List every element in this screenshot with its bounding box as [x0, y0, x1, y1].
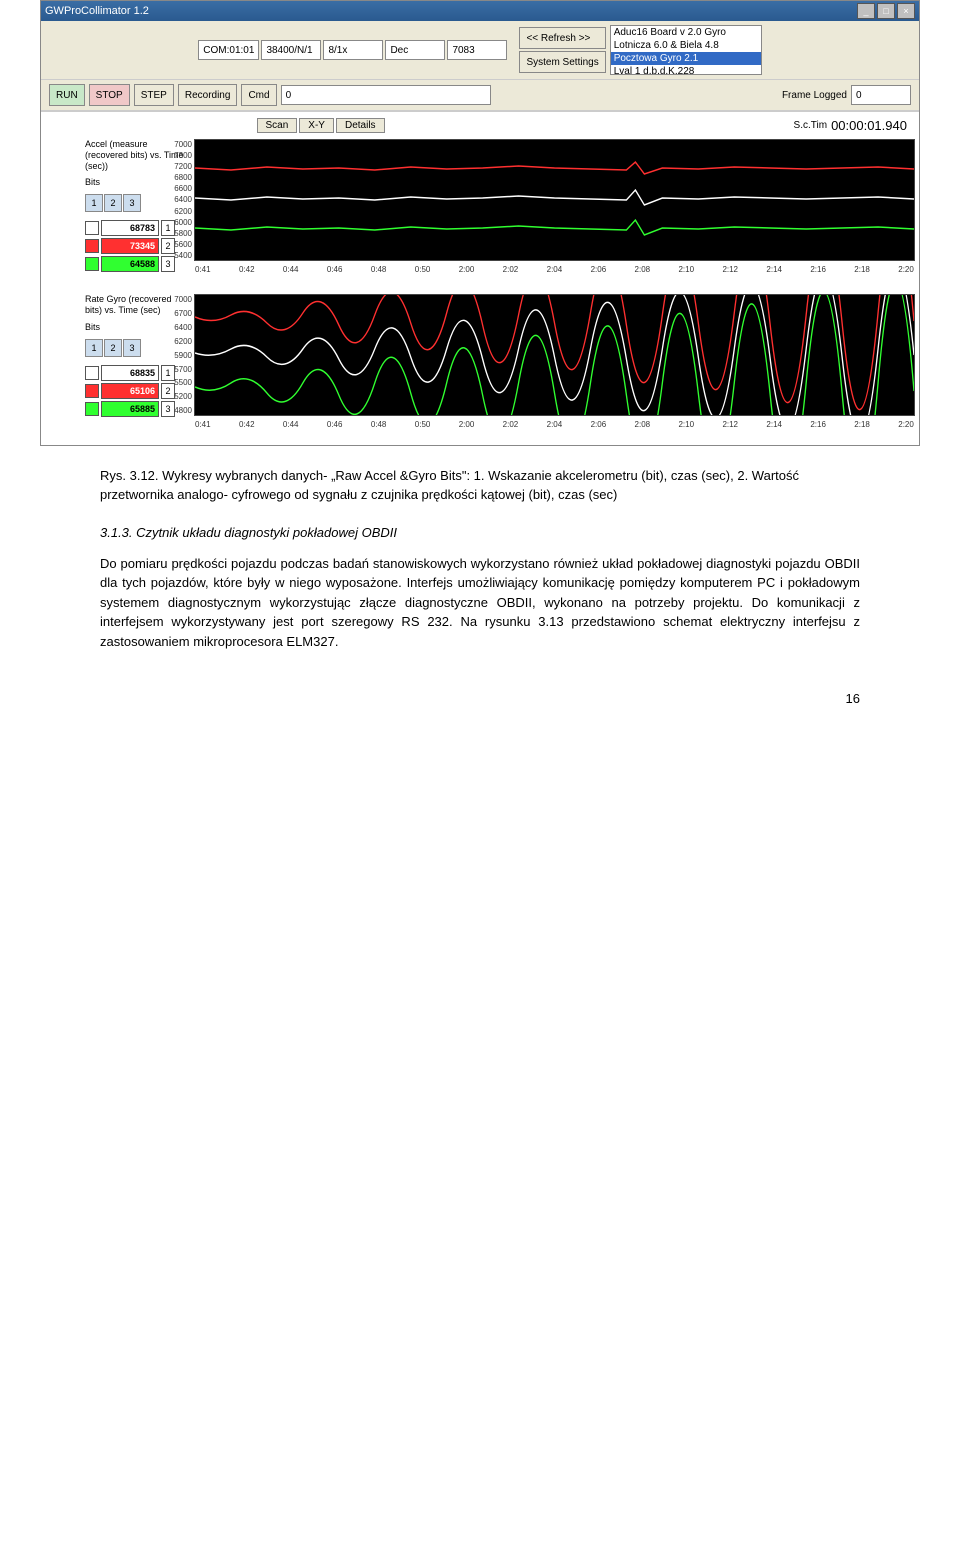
color-swatch-white — [85, 221, 99, 235]
frame-logged-value: 0 — [851, 85, 911, 105]
settings-button[interactable]: System Settings — [519, 51, 605, 73]
chan-btn-2[interactable]: 2 — [104, 339, 122, 357]
body-paragraph: Do pomiaru prędkości pojazdu podczas bad… — [100, 554, 860, 652]
titlebar: GWProCollimator 1.2 _ □ × — [41, 1, 919, 21]
section-heading: 3.1.3. Czytnik układu diagnostyki pokład… — [100, 525, 860, 540]
color-swatch-white — [85, 366, 99, 380]
minimize-button[interactable]: _ — [857, 3, 875, 19]
refresh-button[interactable]: << Refresh >> — [519, 27, 605, 49]
maximize-button[interactable]: □ — [877, 3, 895, 19]
color-swatch-red — [85, 239, 99, 253]
chart-2: 2. Rate Gyro (recovered bits) vs. Time (… — [85, 294, 915, 418]
list-item-selected[interactable]: Pocztowa Gyro 2.1 — [611, 52, 761, 65]
chart-2-yaxis: 700067006400620059005700550052004800 — [160, 295, 192, 415]
cmd-input[interactable]: 0 — [281, 85, 491, 105]
control-row: RUN STOP STEP Recording Cmd 0 Frame Logg… — [41, 79, 919, 111]
app-window: GWProCollimator 1.2 _ □ × COM:01:01 3840… — [40, 0, 920, 446]
run-button[interactable]: RUN — [49, 84, 85, 106]
chan-btn-2[interactable]: 2 — [104, 194, 122, 212]
list-item[interactable]: Lval 1 d.b.d.K.228 — [611, 65, 761, 75]
page-number: 16 — [100, 691, 860, 706]
value-3: 64588 — [101, 256, 159, 272]
step-button[interactable]: STEP — [134, 84, 174, 106]
cmd-button[interactable]: Cmd — [241, 84, 276, 106]
value-1: 68835 — [101, 365, 159, 381]
chart-2-plot: 700067006400620059005700550052004800 0:4… — [194, 294, 915, 416]
color-swatch-green — [85, 257, 99, 271]
list-item[interactable]: Aduc16 Board v 2.0 Gyro — [611, 26, 761, 39]
tab-scan[interactable]: Scan — [257, 118, 298, 133]
window-title: GWProCollimator 1.2 — [45, 5, 149, 17]
value-2: 65106 — [101, 383, 159, 399]
chan-btn-1[interactable]: 1 — [85, 194, 103, 212]
chart-1-xaxis: 0:410:420:440:460:480:502:002:022:042:06… — [195, 265, 914, 274]
chan-btn-3[interactable]: 3 — [123, 194, 141, 212]
main-area: Scan X-Y Details S.c.Tim 00:00:01.940 1.… — [41, 111, 919, 445]
frame-logged-label: Frame Logged — [782, 90, 847, 101]
toolbar-top: COM:01:01 38400/N/1 8/1x Dec 7083 << Ref… — [41, 21, 919, 79]
chart-1-svg — [195, 140, 914, 260]
chan-btn-3[interactable]: 3 — [123, 339, 141, 357]
tab-row: Scan X-Y Details S.c.Tim 00:00:01.940 — [45, 116, 915, 135]
figure-caption: Rys. 3.12. Wykresy wybranych danych- „Ra… — [100, 466, 860, 505]
time-value: 00:00:01.940 — [831, 118, 907, 133]
value-3: 65885 — [101, 401, 159, 417]
fmt-field[interactable]: Dec — [385, 40, 445, 60]
chart-2-svg — [195, 295, 914, 415]
time-label: S.c.Tim — [794, 120, 828, 131]
chart-1: 1. Accel (measure (recovered bits) vs. T… — [85, 139, 915, 274]
mult-field[interactable]: 8/1x — [323, 40, 383, 60]
baud-field[interactable]: 38400/N/1 — [261, 40, 321, 60]
chart-1-yaxis: 7000730072006800660064006200600058005600… — [160, 140, 192, 260]
chart-1-plot: 7000730072006800660064006200600058005600… — [194, 139, 915, 261]
close-button[interactable]: × — [897, 3, 915, 19]
recording-button[interactable]: Recording — [178, 84, 238, 106]
value-1: 68783 — [101, 220, 159, 236]
device-listbox[interactable]: Aduc16 Board v 2.0 Gyro Lotnicza 6.0 & B… — [610, 25, 762, 75]
value-2: 73345 — [101, 238, 159, 254]
com-field[interactable]: COM:01:01 — [198, 40, 259, 60]
caption-text: Rys. 3.12. Wykresy wybranych danych- „Ra… — [100, 466, 860, 505]
window-controls: _ □ × — [857, 3, 915, 19]
stop-button[interactable]: STOP — [89, 84, 130, 106]
tab-details[interactable]: Details — [336, 118, 385, 133]
chan-btn-1[interactable]: 1 — [85, 339, 103, 357]
val-field[interactable]: 7083 — [447, 40, 507, 60]
tab-xy[interactable]: X-Y — [299, 118, 334, 133]
chart-2-xaxis: 0:410:420:440:460:480:502:002:022:042:06… — [195, 420, 914, 429]
color-swatch-green — [85, 402, 99, 416]
color-swatch-red — [85, 384, 99, 398]
list-item[interactable]: Lotnicza 6.0 & Biela 4.8 — [611, 39, 761, 52]
